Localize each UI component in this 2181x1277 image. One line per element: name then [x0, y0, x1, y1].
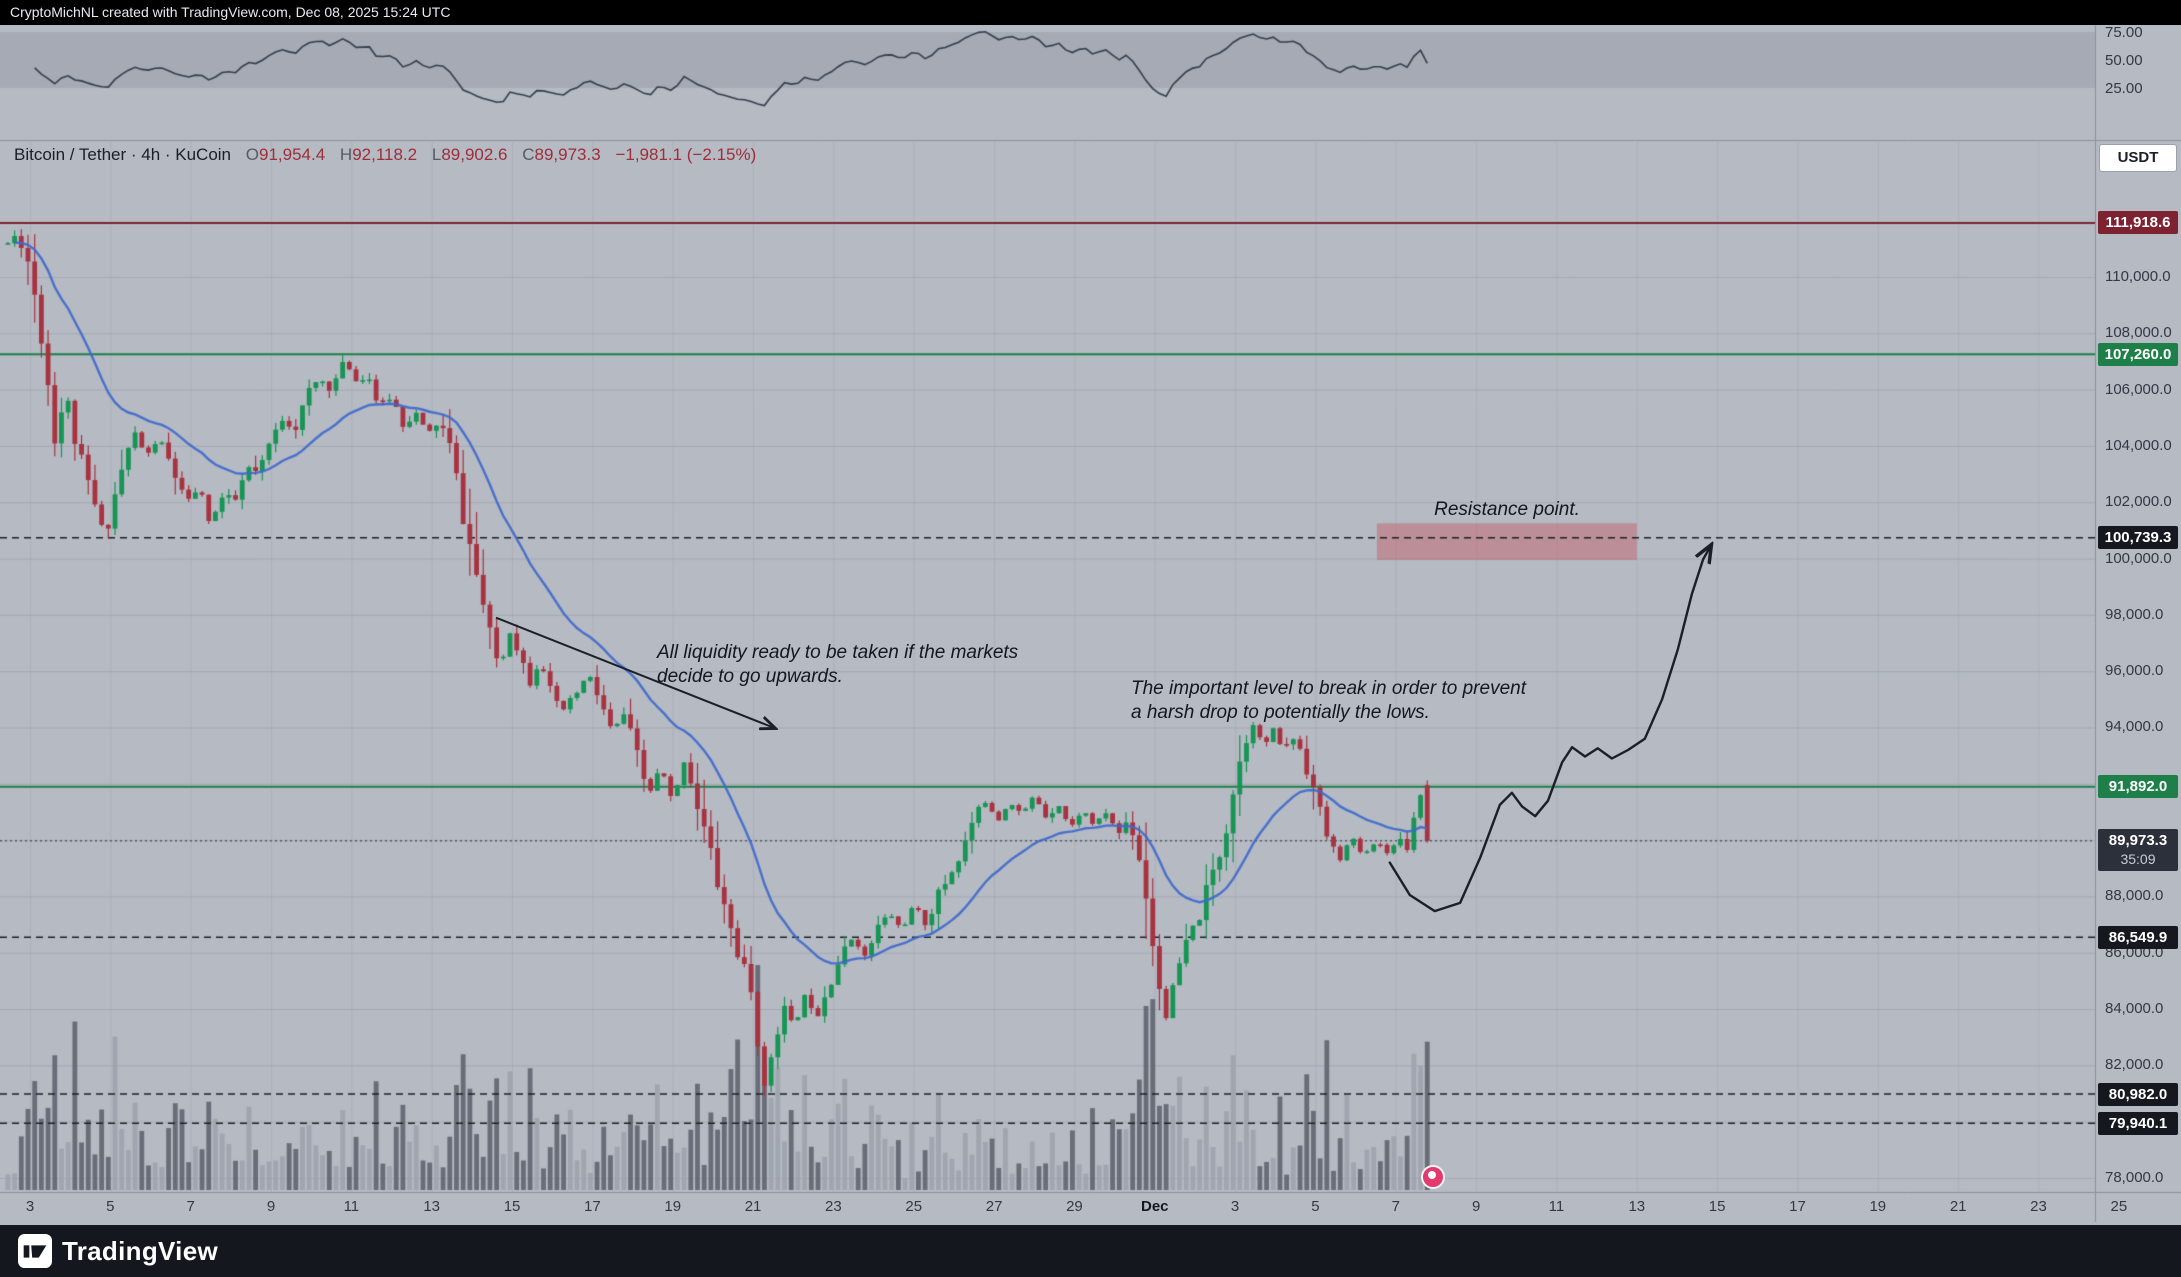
low-value: 89,902.6 — [441, 145, 508, 164]
price-tick-label: 82,000.0 — [2105, 1056, 2164, 1074]
time-tick-label: 11 — [343, 1198, 360, 1215]
important-level-annotation[interactable]: The important level to break in order to… — [1131, 678, 1526, 723]
low-label: L — [431, 145, 442, 164]
high-value: 92,118.2 — [352, 145, 418, 164]
time-tick-label: 3 — [25, 1198, 35, 1215]
symbol-legend[interactable]: Bitcoin / Tether · 4h · KuCoin O91,954.4… — [14, 145, 756, 165]
price-tick-label: 108,000.0 — [2105, 324, 2172, 342]
price-tick-label: 94,000.0 — [2105, 718, 2164, 736]
resistance-label[interactable]: Resistance point. — [1434, 499, 1580, 520]
change-value: −1,981.1 (−2.15%) — [615, 145, 757, 164]
time-tick-label: 19 — [664, 1198, 682, 1215]
price-axis[interactable]: 75.00 50.00 25.00 110,000.0 108,000.0 106,000… — [2095, 0, 2181, 1277]
time-tick-label: 11 — [1548, 1198, 1565, 1215]
symbol-title[interactable]: Bitcoin / Tether · 4h · KuCoin — [14, 145, 232, 164]
rsi-tick-label: 75.00 — [2105, 24, 2143, 41]
attribution-bar: CryptoMichNL created with TradingView.co… — [0, 0, 2181, 25]
open-label: O — [245, 145, 259, 164]
time-tick-label: Dec — [1140, 1198, 1169, 1215]
price-tick-label: 98,000.0 — [2105, 605, 2164, 623]
price-tick-label: 78,000.0 — [2105, 1168, 2164, 1186]
price-badge: 107,260.0 — [2098, 342, 2178, 366]
footer-bar: TradingView — [0, 1225, 2181, 1277]
price-badge: 79,940.1 — [2098, 1111, 2178, 1135]
time-tick-label: 15 — [1708, 1198, 1726, 1215]
price-tick-label: 96,000.0 — [2105, 662, 2164, 680]
time-tick-label: 5 — [106, 1198, 115, 1215]
time-tick-label: 29 — [1066, 1198, 1083, 1215]
price-tick-label: 88,000.0 — [2105, 887, 2164, 905]
time-tick-label: 25 — [2110, 1198, 2128, 1215]
tradingview-logo-icon[interactable] — [18, 1234, 52, 1268]
time-tick-label: 13 — [423, 1198, 441, 1215]
price-tick-label: 106,000.0 — [2105, 380, 2172, 398]
time-tick-label: 9 — [1471, 1198, 1481, 1215]
price-badge: 86,549.9 — [2098, 925, 2178, 949]
rsi-tick-label: 50.00 — [2105, 52, 2143, 69]
time-tick-label: 21 — [1949, 1198, 1967, 1215]
close-label: C — [522, 145, 535, 164]
tradingview-brand-text[interactable]: TradingView — [62, 1235, 218, 1266]
price-badge: 89,973.3 35:09 — [2098, 829, 2178, 872]
price-tick-label: 110,000.0 — [2105, 268, 2171, 285]
high-label: H — [339, 145, 353, 164]
price-badge: 100,739.3 — [2098, 526, 2178, 550]
bar-countdown: 35:09 — [2120, 851, 2156, 868]
time-tick-label: 25 — [905, 1198, 923, 1215]
time-tick-label: 3 — [1230, 1198, 1240, 1215]
time-tick-label: 17 — [1789, 1198, 1806, 1215]
time-tick-label: 9 — [266, 1198, 276, 1215]
time-tick-label: 15 — [503, 1198, 521, 1215]
price-badge: 80,982.0 — [2098, 1082, 2178, 1106]
open-value: 91,954.4 — [258, 145, 326, 164]
price-badge: 91,892.0 — [2098, 775, 2178, 799]
liquidity-annotation[interactable]: All liquidity ready to be taken if the m… — [657, 642, 1019, 687]
quote-currency-button[interactable]: USDT — [2099, 144, 2177, 172]
time-tick-label: 13 — [1628, 1198, 1646, 1215]
price-tick-label: 102,000.0 — [2105, 493, 2172, 511]
time-tick-label: 23 — [825, 1198, 842, 1215]
attribution-text: CryptoMichNL created with TradingView.co… — [10, 4, 451, 20]
price-badge: 111,918.6 — [2098, 211, 2178, 235]
time-tick-label: 21 — [744, 1198, 762, 1215]
price-tick-label: 100,000.0 — [2105, 549, 2172, 567]
time-tick-label: 17 — [584, 1198, 601, 1215]
price-tick-label: 104,000.0 — [2105, 436, 2172, 454]
price-tick-label: 84,000.0 — [2105, 1000, 2164, 1018]
time-tick-label: 23 — [2030, 1198, 2047, 1215]
time-tick-label: 19 — [1869, 1198, 1887, 1215]
close-value: 89,973.3 — [534, 145, 601, 164]
time-tick-label: 7 — [186, 1198, 195, 1215]
time-tick-label: 27 — [985, 1198, 1003, 1215]
pink-sticker-icon[interactable] — [1421, 1165, 1445, 1189]
rsi-tick-label: 25.00 — [2105, 80, 2143, 97]
time-tick-label: 5 — [1311, 1198, 1320, 1215]
time-tick-label: 7 — [1391, 1198, 1400, 1215]
